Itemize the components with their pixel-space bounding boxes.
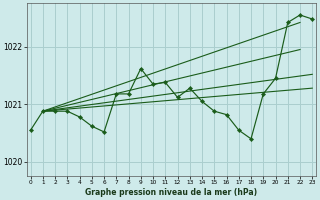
X-axis label: Graphe pression niveau de la mer (hPa): Graphe pression niveau de la mer (hPa) xyxy=(85,188,258,197)
